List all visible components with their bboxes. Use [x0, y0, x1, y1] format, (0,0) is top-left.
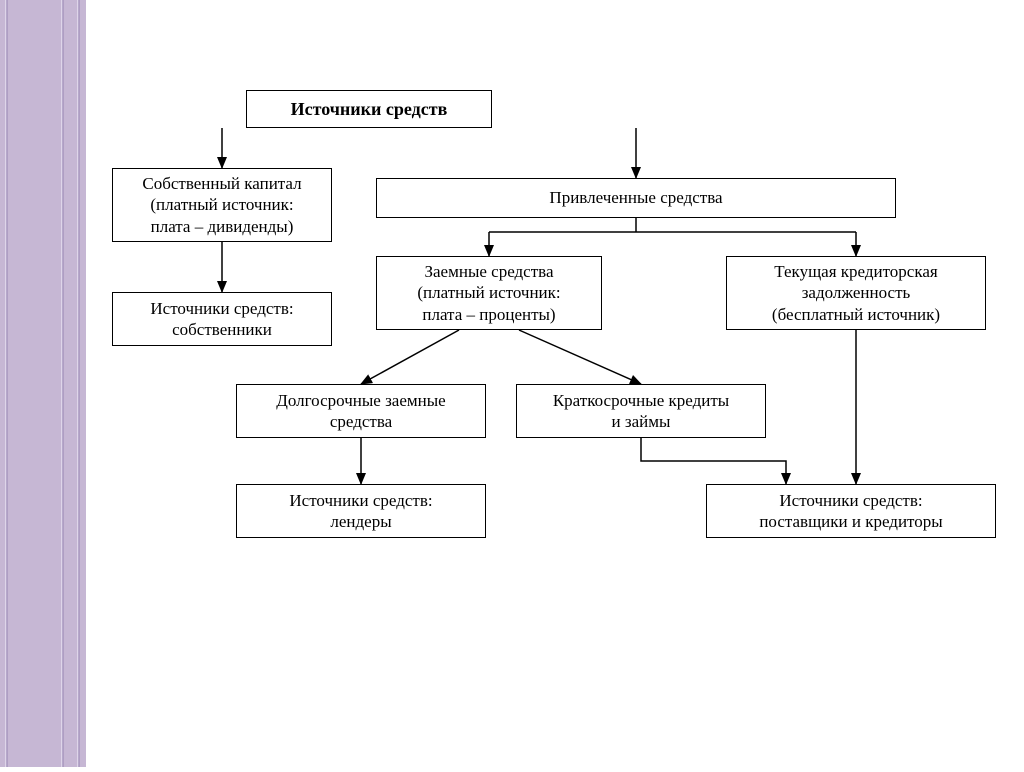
- node-cred: Текущая кредиторскаязадолженность(беспла…: [726, 256, 986, 330]
- flowchart-diagram: Источники средств Собственный капитал(пла…: [86, 0, 1024, 767]
- node-lend: Источники средств:лендеры: [236, 484, 486, 538]
- node-short: Краткосрочные кредитыи займы: [516, 384, 766, 438]
- node-label: Заемные средства(платный источник:плата …: [417, 261, 560, 325]
- node-label: Текущая кредиторскаязадолженность(беспла…: [772, 261, 940, 325]
- decorative-sidebar: [0, 0, 86, 767]
- node-owners: Источники средств:собственники: [112, 292, 332, 346]
- node-own: Собственный капитал(платный источник:пла…: [112, 168, 332, 242]
- node-label: Источники средств:собственники: [150, 298, 293, 341]
- node-supp: Источники средств:поставщики и кредиторы: [706, 484, 996, 538]
- node-label: Привлеченные средства: [549, 187, 722, 208]
- node-long: Долгосрочные заемныесредства: [236, 384, 486, 438]
- node-label: Собственный капитал(платный источник:пла…: [142, 173, 301, 237]
- node-label: Источники средств:поставщики и кредиторы: [759, 490, 942, 533]
- node-loan: Заемные средства(платный источник:плата …: [376, 256, 602, 330]
- node-root: Источники средств: [246, 90, 492, 128]
- node-attr: Привлеченные средства: [376, 178, 896, 218]
- node-label: Источники средств: [291, 98, 448, 121]
- sidebar-pattern: [0, 0, 86, 767]
- node-label: Долгосрочные заемныесредства: [276, 390, 445, 433]
- node-label: Краткосрочные кредитыи займы: [553, 390, 729, 433]
- node-label: Источники средств:лендеры: [289, 490, 432, 533]
